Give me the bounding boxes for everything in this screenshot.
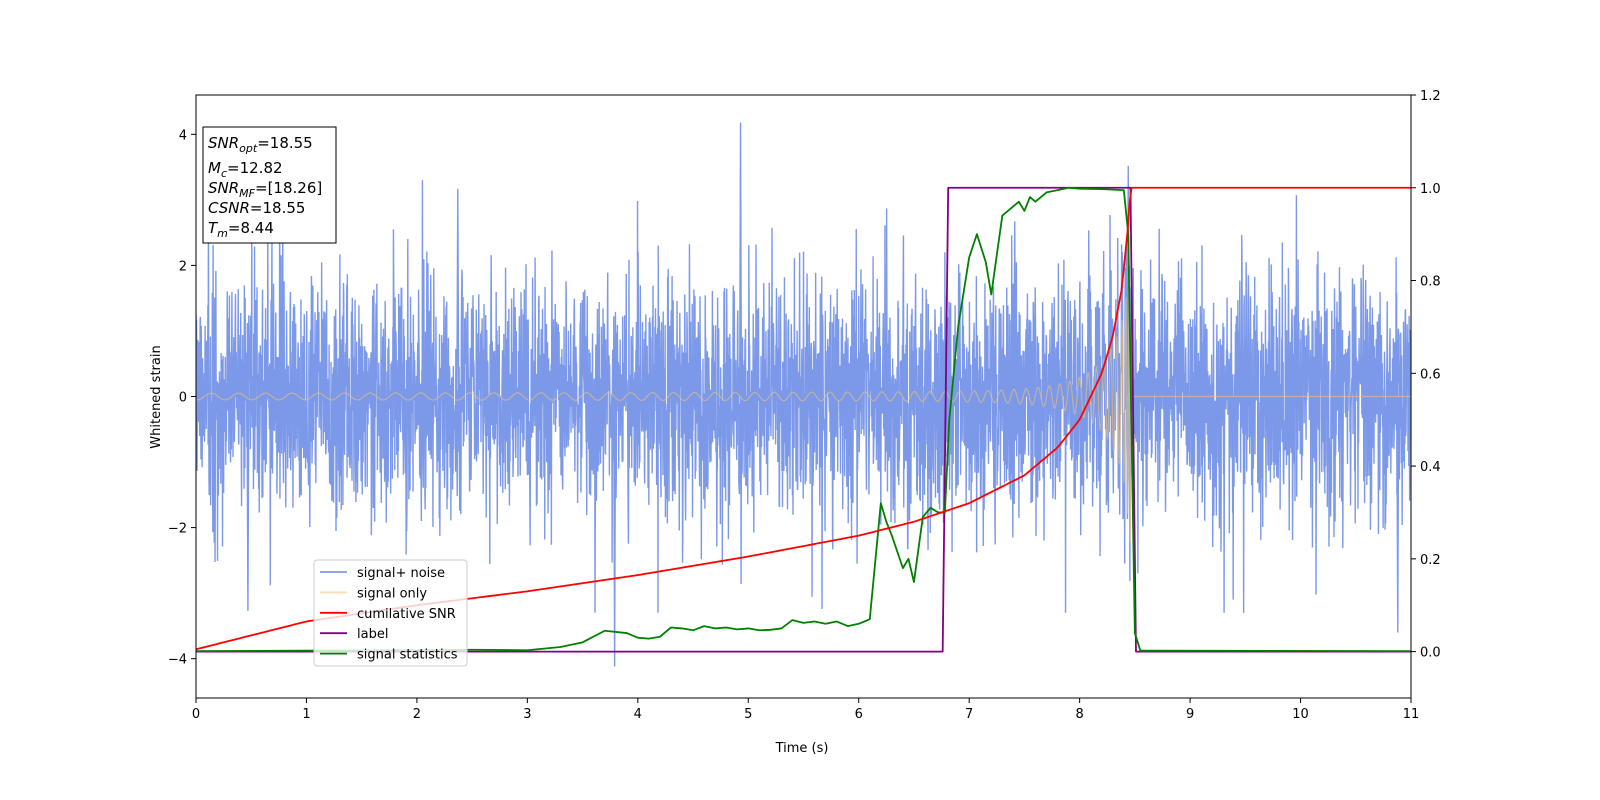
info-box-line: Tm=8.44: [208, 219, 274, 240]
info-box-line: CSNR=18.55: [208, 199, 305, 217]
y-right-tick-label: 1.2: [1420, 89, 1441, 104]
y-right-tick-label: 0.2: [1420, 553, 1441, 568]
info-box-line: Mc=12.82: [208, 159, 283, 180]
x-tick-label: 11: [1403, 707, 1420, 722]
y-left-tick-label: −4: [168, 653, 187, 668]
x-tick-label: 3: [523, 707, 531, 722]
y-left-tick-label: 2: [179, 259, 187, 274]
x-tick-label: 8: [1075, 707, 1083, 722]
x-tick-label: 10: [1292, 707, 1309, 722]
legend-entry-label: signal only: [357, 586, 427, 601]
y-right-tick-label: 0.8: [1420, 275, 1441, 290]
series-signal-only-line: [196, 253, 1411, 543]
legend-frame: [313, 559, 468, 667]
y-axis-label: Whitened strain: [149, 345, 164, 448]
x-tick-label: 2: [413, 707, 421, 722]
x-tick-label: 5: [744, 707, 752, 722]
y-left-tick-label: 0: [179, 391, 187, 406]
y-right-tick-label: 1.0: [1420, 182, 1441, 197]
legend: signal+ noise signal only cumilative SNR la…: [313, 559, 468, 667]
legend-entry-label: signal statistics: [357, 648, 458, 663]
legend-entry-label: cumilative SNR: [357, 607, 456, 622]
info-box-line: SNRMF=[18.26]: [208, 179, 322, 200]
x-axis-label: Time (s): [775, 741, 829, 756]
legend-entry-label: signal+ noise: [357, 566, 445, 581]
y-left-tick-label: 4: [179, 128, 187, 143]
series-signal-noise-line: [196, 122, 1411, 667]
info-box-line: SNRopt=18.55: [208, 134, 313, 155]
x-tick-label: 6: [855, 707, 863, 722]
series-signal-statistics-line: [196, 186, 1411, 653]
x-tick-label: 4: [634, 707, 642, 722]
x-tick-label: 0: [192, 707, 200, 722]
x-tick-label: 9: [1186, 707, 1194, 722]
y-left-tick-label: −2: [168, 522, 187, 537]
y-right-tick-label: 0.6: [1420, 367, 1441, 382]
info-box: SNRopt=18.55 Mc=12.82SNRMF=[18.26]CSNR=18…: [202, 126, 337, 244]
x-tick-label: 7: [965, 707, 973, 722]
legend-entry-label: label: [357, 627, 388, 642]
y-right-tick-label: 0.0: [1420, 646, 1441, 661]
x-tick-label: 1: [302, 707, 310, 722]
info-box-frame: [202, 126, 337, 244]
y-right-tick-label: 0.4: [1420, 460, 1441, 475]
